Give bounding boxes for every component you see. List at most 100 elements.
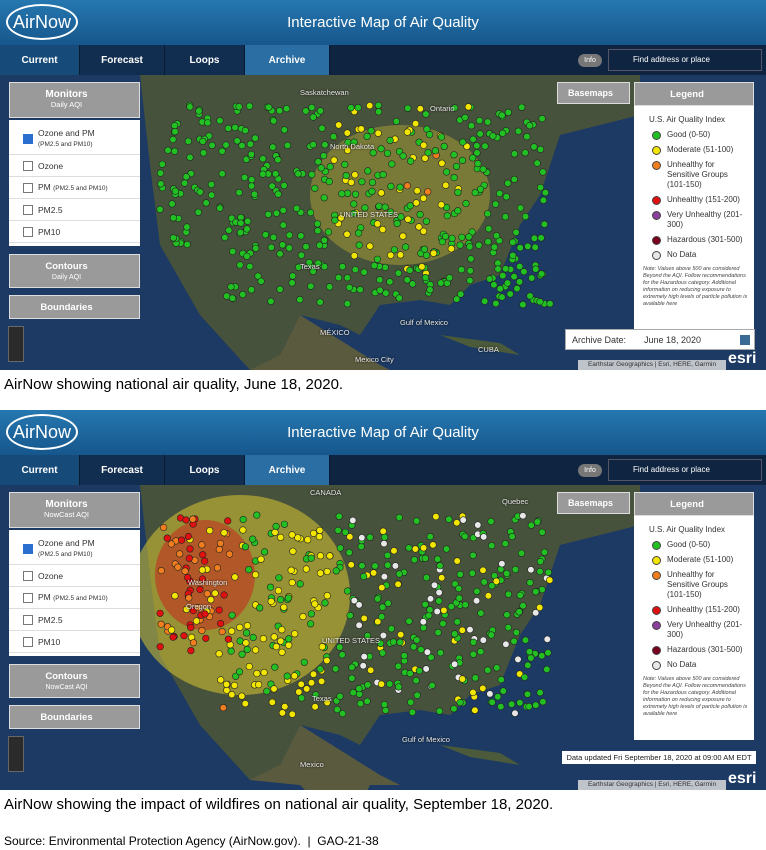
monitor-dot	[263, 687, 271, 695]
monitor-dot	[171, 592, 179, 600]
monitor-dot	[466, 626, 474, 634]
legend-header[interactable]: Legend	[634, 82, 754, 106]
monitor-dot	[360, 268, 368, 276]
contours-subtitle: Daily AQI	[51, 274, 82, 281]
monitor-dot	[394, 580, 402, 588]
contours-header[interactable]: Contours	[9, 664, 140, 698]
monitor-dot	[403, 276, 411, 284]
monitor-dot	[516, 699, 524, 707]
basemaps-button[interactable]: Basemaps	[557, 492, 630, 514]
monitor-dot	[536, 183, 545, 192]
monitor-dot	[454, 207, 462, 215]
monitor-dot	[157, 180, 165, 188]
monitor-dot	[437, 133, 446, 141]
info-button[interactable]: Info	[578, 54, 602, 67]
monitor-dot	[249, 633, 257, 642]
monitor-dot	[404, 104, 412, 112]
monitor-dot	[335, 121, 343, 129]
tab[interactable]: Loops	[165, 455, 245, 485]
info-button[interactable]: Info	[578, 464, 602, 477]
zoom-controls[interactable]	[8, 736, 24, 772]
layer-option[interactable]: PM2.5	[9, 609, 140, 631]
monitor-dot	[488, 698, 496, 706]
monitor-dot	[259, 155, 267, 163]
tab[interactable]: Current	[0, 45, 80, 75]
map-label: North Dakota	[330, 142, 375, 151]
monitor-dot	[189, 639, 198, 647]
layer-option[interactable]: Ozone	[9, 155, 140, 177]
search-box[interactable]: Find address or place	[608, 459, 762, 481]
layer-option[interactable]: PM2.5	[9, 199, 140, 221]
layer-option[interactable]: PM (PM2.5 and PM10)	[9, 587, 140, 609]
monitor-dot	[337, 214, 345, 222]
monitor-dot	[355, 601, 363, 609]
tab[interactable]: Loops	[165, 45, 245, 75]
monitor-dot	[379, 225, 387, 234]
monitor-dot	[261, 231, 270, 239]
monitor-dot	[343, 274, 352, 282]
monitor-dot	[269, 143, 277, 151]
monitor-dot	[537, 234, 545, 242]
tab[interactable]: Archive	[245, 45, 330, 75]
monitor-dot	[358, 534, 366, 542]
tab[interactable]: Archive	[245, 455, 330, 485]
layer-option[interactable]: PM10	[9, 631, 140, 653]
search-box[interactable]: Find address or place	[608, 49, 762, 71]
boundaries-header[interactable]: Boundaries	[9, 295, 140, 319]
checkbox	[23, 544, 33, 554]
monitor-dot	[358, 178, 366, 186]
zoom-controls[interactable]	[8, 326, 24, 362]
monitor-dot	[451, 104, 459, 112]
layer-option[interactable]: Ozone	[9, 565, 140, 587]
smoke-core	[155, 520, 255, 630]
monitor-dot	[503, 279, 512, 287]
monitor-dot	[539, 168, 547, 176]
basemaps-button[interactable]: Basemaps	[557, 82, 630, 104]
monitor-dot	[248, 182, 256, 190]
monitor-dot	[310, 529, 318, 538]
monitor-dot	[320, 194, 328, 202]
layer-option[interactable]: PM (PM2.5 and PM10)	[9, 177, 140, 199]
monitor-dot	[421, 154, 429, 162]
monitors-header[interactable]: Monitors	[9, 82, 140, 118]
layer-option[interactable]: Ozone and PM (PM2.5 and PM10)	[9, 534, 140, 565]
monitor-dot	[422, 217, 431, 225]
monitor-dot	[217, 676, 225, 684]
monitor-dot	[412, 676, 420, 685]
monitor-dot	[435, 597, 443, 605]
monitor-dot	[539, 698, 547, 706]
esri-logo: esri	[728, 350, 757, 367]
monitor-dot	[543, 635, 551, 643]
monitor-dot	[360, 572, 368, 581]
tab[interactable]: Current	[0, 455, 80, 485]
layer-option[interactable]: PM10	[9, 221, 140, 243]
monitor-dot	[239, 515, 247, 524]
monitor-dot	[530, 234, 539, 242]
monitor-dot	[537, 270, 546, 278]
layer-option[interactable]: Ozone and PM (PM2.5 and PM10)	[9, 124, 140, 155]
monitor-dot	[280, 181, 288, 190]
monitors-header[interactable]: Monitors	[9, 492, 140, 528]
monitor-dot	[467, 122, 476, 130]
monitor-dot	[504, 108, 512, 117]
tab[interactable]: Forecast	[80, 455, 165, 485]
monitor-dot	[222, 141, 230, 149]
legend-header[interactable]: Legend	[634, 492, 754, 516]
contours-header[interactable]: Contours	[9, 254, 140, 288]
legend-swatch	[652, 556, 661, 565]
monitor-dot	[276, 107, 284, 115]
monitor-dot	[484, 592, 493, 600]
monitor-dot	[198, 627, 206, 635]
monitor-dot	[307, 554, 315, 562]
monitor-dot	[492, 577, 501, 585]
monitor-dot	[213, 564, 221, 572]
monitor-dot	[366, 102, 374, 110]
boundaries-header[interactable]: Boundaries	[9, 705, 140, 729]
attribution: Earthstar Geographics | Esri, HERE, Garm…	[578, 780, 726, 790]
monitor-dot	[496, 189, 504, 198]
monitor-dot	[379, 170, 387, 179]
monitor-dot	[231, 573, 239, 581]
monitor-dot	[264, 210, 272, 218]
tab[interactable]: Forecast	[80, 45, 165, 75]
monitor-dot	[198, 541, 206, 549]
